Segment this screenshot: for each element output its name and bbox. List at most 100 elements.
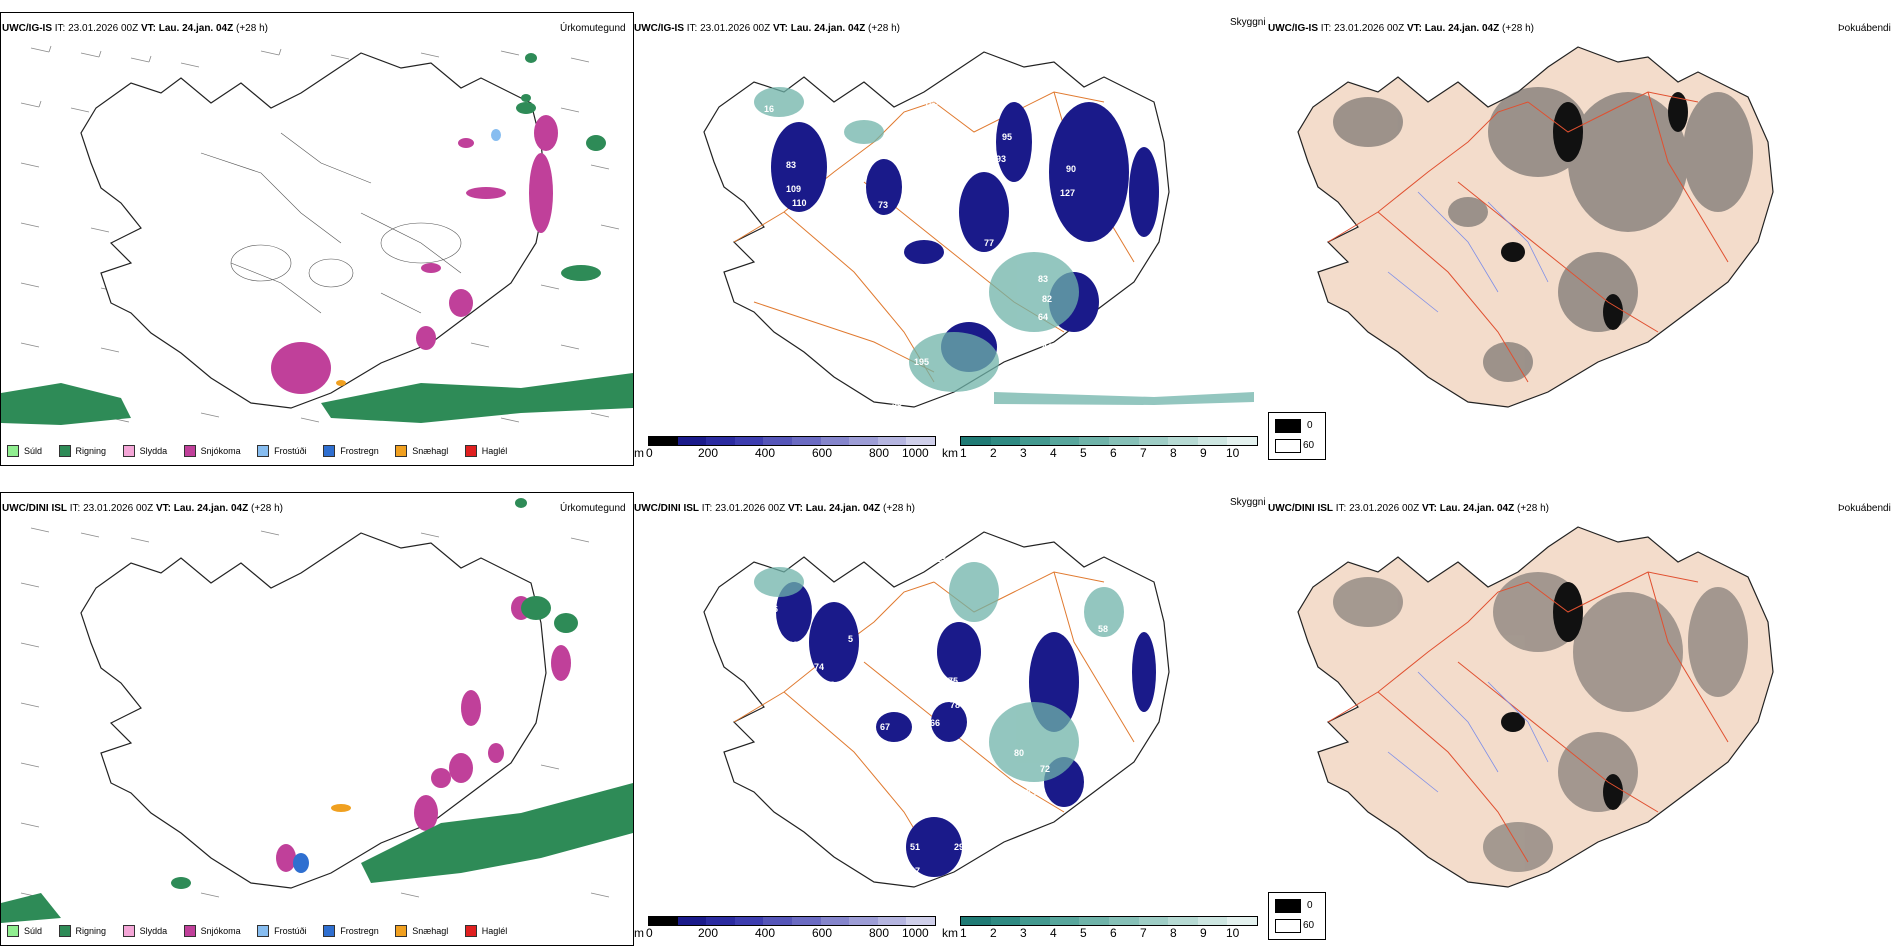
low-cloud-areas	[771, 102, 1159, 372]
legend-swatch	[58, 925, 71, 937]
header-cloud-bottom: UWC/DINI ISL IT: 23.01.2026 00Z VT: Lau.…	[634, 503, 915, 514]
fog-legend-bottom: 0 60	[1268, 892, 1326, 940]
tick-label: 4	[1050, 926, 1057, 940]
cloud-base-label: 12	[838, 198, 849, 208]
legend-swatch	[7, 445, 19, 457]
tick-label: 800	[869, 446, 890, 460]
legend-swatch	[122, 925, 135, 937]
tick-label: 6	[1110, 926, 1117, 940]
vis-unit: km	[942, 446, 958, 460]
legend-swatch	[122, 445, 135, 457]
cloud-base-label: 18	[878, 386, 889, 396]
tick-label: 0	[646, 446, 653, 460]
cloud-map-bottom	[703, 531, 1170, 888]
tick-label: 8	[1170, 926, 1177, 940]
cloud-base-label: 49	[924, 802, 935, 812]
tick-label: 6	[1110, 446, 1117, 460]
legend-swatch	[183, 925, 196, 937]
legend-swatch	[464, 925, 477, 937]
cloud-base-label: 58	[1098, 624, 1109, 634]
cloud-base-label: 10	[830, 184, 841, 194]
legend-label: Snæhagl	[412, 446, 449, 456]
fog-label: 60	[1303, 440, 1315, 451]
legend-swatch	[257, 925, 270, 937]
tick-label: 200	[698, 926, 719, 940]
cloud-base-label: 66	[930, 718, 941, 728]
tick-label: 400	[755, 446, 776, 460]
header-fog-top: UWC/IG-IS IT: 23.01.2026 00Z VT: Lau. 24…	[1268, 23, 1534, 34]
legend-swatch	[395, 925, 408, 937]
legend-label: Rigning	[75, 926, 107, 936]
cloud-base-label: 84	[830, 680, 841, 690]
cloud-base-label: 53	[892, 398, 903, 408]
cloud-base-label: 16	[764, 104, 775, 114]
cloud-base-label: 95	[1002, 132, 1013, 142]
cloud-base-label: 157	[924, 100, 940, 110]
visibility-areas	[754, 562, 1124, 782]
cloud-base-label: 53	[946, 812, 957, 822]
panel-title-cloud-bottom: Skyggni	[1230, 497, 1266, 508]
header-precip-top: UWC/IG-IS IT: 23.01.2026 00Z VT: Lau. 24…	[2, 23, 268, 34]
cloud-base-label: 78	[950, 700, 961, 710]
header-cloud-top: UWC/IG-IS IT: 23.01.2026 00Z VT: Lau. 24…	[634, 23, 900, 34]
rivers	[1387, 671, 1549, 793]
cloud-base-label: 130	[1014, 222, 1030, 232]
cloud-base-label: 83	[786, 160, 797, 170]
cloud-base-label: 166	[1024, 190, 1040, 200]
rain-areas	[1, 53, 633, 425]
legend-swatch	[395, 445, 408, 457]
fog-map-top	[1297, 46, 1774, 408]
cloud-base-label: 120	[1030, 590, 1046, 600]
legend-label: Súld	[24, 926, 43, 936]
cloud-map-top	[703, 51, 1254, 408]
cloud-base-label: 36	[768, 604, 779, 614]
tick-label: 800	[869, 926, 890, 940]
legend-label: Frostúði	[274, 446, 307, 456]
tick-label: 1	[960, 446, 967, 460]
cloud-base-label: 176	[910, 748, 926, 758]
cloud-base-label: 118	[1018, 244, 1033, 254]
tick-label: 9	[1200, 446, 1207, 460]
inner-contours	[200, 132, 462, 314]
legend-label: Haglél	[481, 446, 508, 456]
low-cloud-areas	[776, 582, 1156, 877]
precip-map-top	[1, 45, 633, 425]
legend-label: Slydda	[139, 926, 168, 936]
cloud-base-label: 51	[910, 842, 921, 852]
cloud-unit: m	[634, 926, 644, 940]
cloud-colorbar-bottom: m 0 200 400 600 800 1000	[634, 916, 936, 942]
cloud-base-label: 22	[914, 274, 925, 284]
rivers	[1387, 191, 1549, 313]
cloud-base-labels-top: 16 15 83 109 110 10 12 73 157 95 93 50 90 127 166 130 40…	[634, 12, 1266, 432]
cloud-base-label: 79	[874, 244, 885, 254]
legend-label: Rigning	[75, 446, 107, 456]
tick-label: 0	[646, 926, 653, 940]
tick-label: 1000	[902, 446, 929, 460]
legend-swatch	[7, 925, 19, 937]
precip-legend-bottom: Súld Rigning Slydda Snjókoma Frostúði Fr…	[7, 925, 521, 939]
legend-label: Snjókoma	[200, 926, 241, 936]
legend-swatch	[323, 925, 336, 937]
legend-label: Frostregn	[340, 926, 379, 936]
cloud-base-label: 195	[914, 357, 930, 367]
tick-label: 200	[698, 446, 719, 460]
tick-label: 7	[1140, 926, 1147, 940]
cloud-base-label: 74	[814, 662, 825, 672]
cloud-base-label: 73	[1026, 788, 1037, 798]
cloud-base-label: 50	[1036, 160, 1047, 170]
tick-label: 5	[1080, 446, 1087, 460]
snow-areas	[271, 115, 558, 394]
tick-label: 5	[1080, 926, 1087, 940]
cloud-base-label: 93	[996, 154, 1007, 164]
tick-label: 4	[1050, 446, 1057, 460]
panel-title-cloud-top: Skyggni	[1230, 17, 1266, 28]
header-fog-bottom: UWC/DINI ISL IT: 23.01.2026 00Z VT: Lau.…	[1268, 503, 1549, 514]
cloud-base-label: 81	[896, 370, 907, 380]
fog-legend-top: 0 60	[1268, 412, 1326, 460]
cloud-base-label: 67	[880, 722, 891, 732]
header-precip-bottom: UWC/DINI ISL IT: 23.01.2026 00Z VT: Lau.…	[2, 503, 283, 514]
cloud-base-label: 75	[948, 676, 959, 686]
tick-label: 2	[990, 446, 997, 460]
tick-label: 3	[1020, 926, 1027, 940]
cloud-base-label: 82	[1042, 294, 1053, 304]
